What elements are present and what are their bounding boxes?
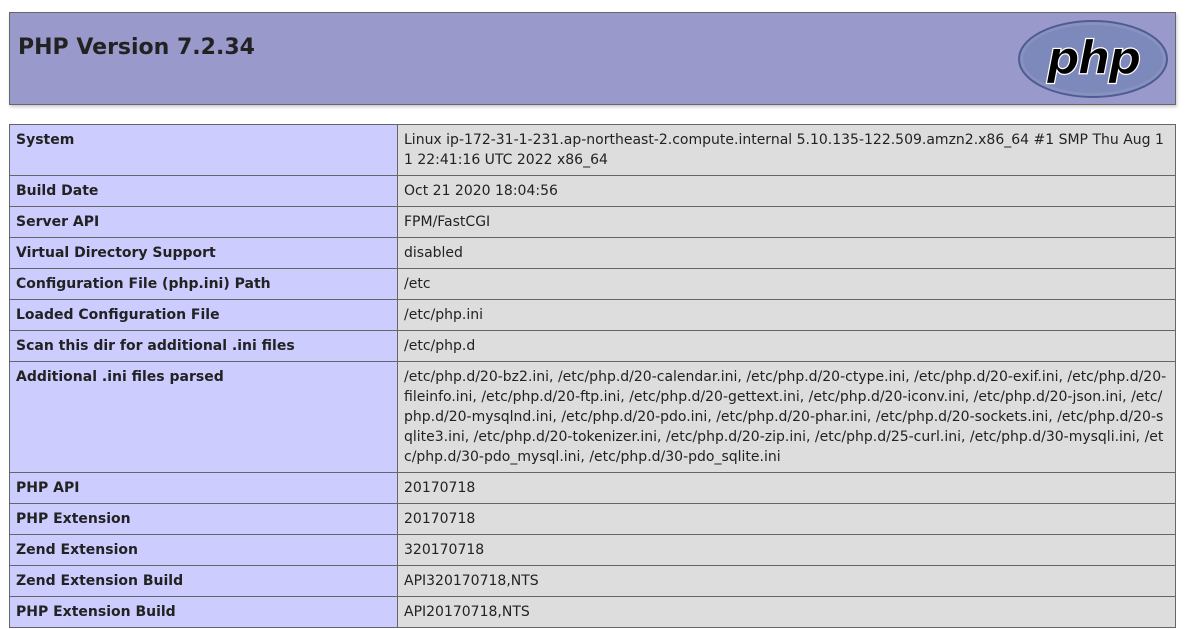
row-value: /etc/php.d/20-bz2.ini, /etc/php.d/20-cal… xyxy=(397,361,1176,473)
row-value: /etc xyxy=(397,268,1176,300)
row-key: PHP Extension xyxy=(9,503,398,535)
table-row: Build Date Oct 21 2020 18:04:56 xyxy=(9,175,1176,207)
php-info-table: System Linux ip-172-31-1-231.ap-northeast… xyxy=(9,124,1176,628)
row-value: FPM/FastCGI xyxy=(397,206,1176,238)
page-title: PHP Version 7.2.34 xyxy=(18,35,255,60)
row-key: PHP Extension Build xyxy=(9,596,398,628)
row-key: Server API xyxy=(9,206,398,238)
row-key: Additional .ini files parsed xyxy=(9,361,398,473)
table-row: System Linux ip-172-31-1-231.ap-northeast… xyxy=(9,124,1176,176)
table-row: Server API FPM/FastCGI xyxy=(9,206,1176,238)
row-key: Zend Extension Build xyxy=(9,565,398,597)
row-value: Linux ip-172-31-1-231.ap-northeast-2.com… xyxy=(397,124,1176,176)
row-value: /etc/php.ini xyxy=(397,299,1176,331)
row-value: Oct 21 2020 18:04:56 xyxy=(397,175,1176,207)
row-key: Scan this dir for additional .ini files xyxy=(9,330,398,362)
table-row: Loaded Configuration File/etc/php.ini xyxy=(9,299,1176,331)
table-row: Virtual Directory Support disabled xyxy=(9,237,1176,269)
row-value: disabled xyxy=(397,237,1176,269)
row-value: 20170718 xyxy=(397,503,1176,535)
table-row: PHP Extension Build API20170718,NTS xyxy=(9,596,1176,628)
row-value: API320170718,NTS xyxy=(397,565,1176,597)
table-row: PHP API 20170718 xyxy=(9,472,1176,504)
row-key: Loaded Configuration File xyxy=(9,299,398,331)
row-key: Zend Extension xyxy=(9,534,398,566)
table-row: Scan this dir for additional .ini files /… xyxy=(9,330,1176,362)
table-row: Zend Extension 320170718 xyxy=(9,534,1176,566)
table-row: PHP Extension 20170718 xyxy=(9,503,1176,535)
row-value: /etc/php.d xyxy=(397,330,1176,362)
row-value: 320170718 xyxy=(397,534,1176,566)
row-key: PHP API xyxy=(9,472,398,504)
table-row: Configuration File (php.ini) Path/etc xyxy=(9,268,1176,300)
row-value: API20170718,NTS xyxy=(397,596,1176,628)
svg-text:php: php xyxy=(1046,31,1141,85)
row-value: 20170718 xyxy=(397,472,1176,504)
php-version-header: PHP Version 7.2.34 php xyxy=(9,12,1176,105)
table-row: Zend Extension Build API320170718,NTS xyxy=(9,565,1176,597)
php-logo[interactable]: php xyxy=(1017,19,1169,99)
table-row: Additional .ini files parsed/etc/php.d/2… xyxy=(9,361,1176,473)
row-key: System xyxy=(9,124,398,176)
row-key: Build Date xyxy=(9,175,398,207)
row-key: Virtual Directory Support xyxy=(9,237,398,269)
row-key: Configuration File (php.ini) Path xyxy=(9,268,398,300)
